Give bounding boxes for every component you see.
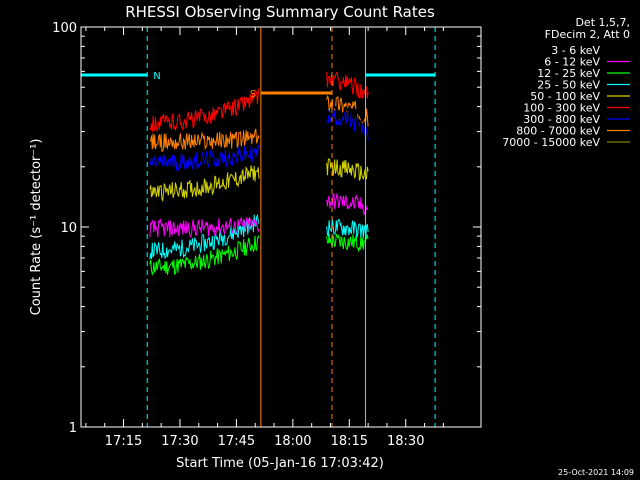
trace-100-300-keV-seg2 bbox=[326, 71, 369, 99]
legend-label: 12 - 25 keV bbox=[537, 67, 600, 80]
y-tick-label: 100 bbox=[52, 21, 77, 36]
trace-25-50-keV-seg1 bbox=[149, 213, 260, 260]
trace-6-12-keV-seg2 bbox=[326, 193, 369, 216]
trace-12-25-keV-seg2 bbox=[326, 233, 369, 253]
legend-label: 6 - 12 keV bbox=[544, 56, 600, 69]
legend-label: 7000 - 15000 keV bbox=[502, 136, 600, 149]
trace-layer bbox=[149, 71, 369, 276]
trace-50-100-keV-seg2 bbox=[326, 158, 369, 181]
y-tick-label: 1 bbox=[69, 421, 77, 436]
plot-frame bbox=[80, 26, 482, 428]
trace-25-50-keV-seg2 bbox=[326, 218, 369, 240]
detector-info-line-1: Det 1,5,7, bbox=[575, 16, 630, 29]
x-tick-label: 18:15 bbox=[331, 434, 368, 449]
trace-12-25-keV-seg1 bbox=[149, 234, 260, 276]
x-axis-label: Start Time (05-Jan-16 17:03:42) bbox=[176, 456, 384, 471]
trace-3-6-keV-seg2 bbox=[326, 102, 369, 131]
marker-label: N bbox=[153, 71, 160, 82]
attenuator-marker-layer: NS bbox=[81, 27, 436, 427]
legend-label: 3 - 6 keV bbox=[551, 44, 600, 57]
legend-label: 300 - 800 keV bbox=[523, 113, 600, 126]
y-axis-ticks: 1 10 100 bbox=[52, 21, 481, 436]
x-tick-label: 18:00 bbox=[274, 434, 311, 449]
legend-label: 800 - 7000 keV bbox=[516, 125, 600, 138]
trace-6-12-keV-seg1 bbox=[149, 215, 260, 238]
y-tick-label: 10 bbox=[60, 221, 77, 236]
trace-800-7000-keV-seg1 bbox=[149, 128, 260, 152]
legend-label: 25 - 50 keV bbox=[537, 79, 600, 92]
x-tick-label: 17:45 bbox=[218, 434, 255, 449]
x-tick-label: 17:15 bbox=[105, 434, 142, 449]
trace-100-300-keV-seg1 bbox=[149, 87, 260, 133]
x-tick-label: 18:30 bbox=[387, 434, 424, 449]
legend-label: 50 - 100 keV bbox=[530, 90, 600, 103]
trace-300-800-keV-seg1 bbox=[149, 144, 260, 172]
footer-timestamp: 25-Oct-2021 14:09 bbox=[558, 468, 634, 477]
x-tick-label: 17:30 bbox=[161, 434, 198, 449]
trace-50-100-keV-seg1 bbox=[149, 165, 260, 203]
detector-info-line-2: FDecim 2, Att 0 bbox=[545, 28, 630, 41]
y-axis-label: Count Rate (s⁻¹ detector⁻¹) bbox=[29, 139, 44, 316]
x-axis-ticks: 17:15 17:30 17:45 18:00 18:15 18:30 bbox=[85, 27, 444, 449]
chart-title: RHESSI Observing Summary Count Rates bbox=[125, 3, 435, 21]
legend-label: 100 - 300 keV bbox=[523, 102, 600, 115]
marker-label: S bbox=[250, 89, 256, 100]
